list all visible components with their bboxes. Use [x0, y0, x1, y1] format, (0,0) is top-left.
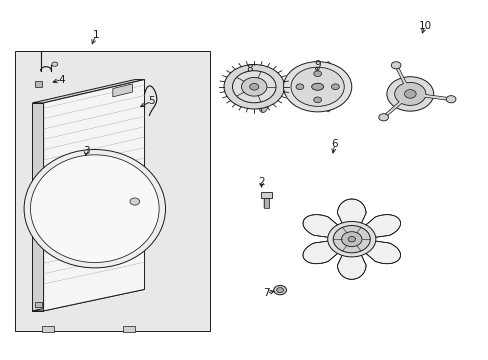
Circle shape	[332, 226, 369, 253]
Text: 10: 10	[418, 21, 430, 31]
Text: 2: 2	[258, 177, 264, 187]
Circle shape	[347, 237, 355, 242]
Text: 1: 1	[92, 30, 99, 40]
Polygon shape	[337, 247, 366, 279]
Text: 4: 4	[58, 75, 65, 85]
Circle shape	[290, 67, 344, 106]
Circle shape	[232, 71, 275, 103]
Text: 6: 6	[331, 139, 337, 149]
Text: 9: 9	[314, 60, 320, 70]
Bar	[260, 192, 272, 198]
Circle shape	[273, 285, 286, 295]
Circle shape	[52, 62, 58, 66]
Circle shape	[446, 96, 455, 103]
Polygon shape	[32, 289, 144, 311]
Bar	[15, 51, 210, 330]
Circle shape	[327, 221, 375, 257]
Text: 5: 5	[148, 96, 155, 106]
Circle shape	[331, 84, 339, 90]
Circle shape	[241, 77, 266, 96]
Bar	[42, 326, 54, 332]
Circle shape	[394, 82, 425, 105]
Ellipse shape	[255, 68, 270, 113]
Circle shape	[378, 114, 388, 121]
Circle shape	[404, 90, 415, 98]
Polygon shape	[303, 215, 345, 239]
Circle shape	[313, 97, 321, 103]
Ellipse shape	[311, 83, 323, 90]
FancyBboxPatch shape	[32, 103, 43, 311]
Polygon shape	[35, 81, 42, 87]
Polygon shape	[43, 80, 144, 311]
Polygon shape	[357, 239, 400, 264]
Circle shape	[249, 84, 258, 90]
Circle shape	[276, 288, 283, 293]
Circle shape	[130, 198, 140, 205]
Text: 3: 3	[82, 146, 89, 156]
Text: 7: 7	[263, 288, 269, 298]
Polygon shape	[337, 199, 366, 231]
Ellipse shape	[30, 155, 159, 262]
Polygon shape	[113, 84, 132, 97]
Ellipse shape	[24, 149, 165, 268]
Bar	[122, 326, 135, 332]
Circle shape	[313, 71, 321, 77]
Circle shape	[283, 62, 351, 112]
Text: 8: 8	[245, 64, 252, 74]
Ellipse shape	[323, 62, 333, 112]
Polygon shape	[303, 239, 345, 264]
Circle shape	[386, 77, 433, 111]
Polygon shape	[32, 80, 144, 103]
Circle shape	[390, 62, 400, 69]
Polygon shape	[35, 302, 42, 307]
Circle shape	[224, 64, 284, 109]
Bar	[263, 198, 269, 208]
Polygon shape	[357, 215, 400, 239]
Circle shape	[341, 232, 361, 247]
Circle shape	[295, 84, 303, 90]
